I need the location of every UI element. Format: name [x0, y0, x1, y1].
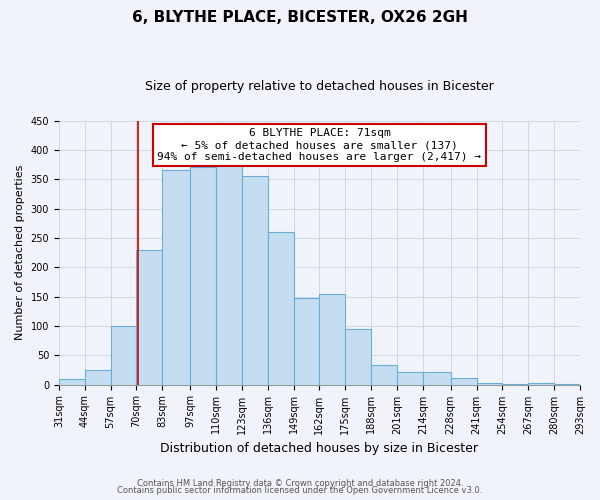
Bar [163, 170, 190, 384]
Bar [476, 383, 502, 384]
Bar [319, 294, 346, 384]
Text: Contains public sector information licensed under the Open Government Licence v3: Contains public sector information licen… [118, 486, 482, 495]
Bar [136, 250, 163, 384]
Y-axis label: Number of detached properties: Number of detached properties [15, 165, 25, 340]
Bar [397, 372, 423, 384]
Bar [216, 164, 242, 384]
Bar [423, 372, 451, 384]
Bar [371, 364, 397, 384]
Bar [346, 329, 371, 384]
Bar [268, 232, 293, 384]
Title: Size of property relative to detached houses in Bicester: Size of property relative to detached ho… [145, 80, 494, 93]
Bar [85, 370, 110, 384]
Bar [110, 326, 136, 384]
Text: 6, BLYTHE PLACE, BICESTER, OX26 2GH: 6, BLYTHE PLACE, BICESTER, OX26 2GH [132, 10, 468, 25]
X-axis label: Distribution of detached houses by size in Bicester: Distribution of detached houses by size … [160, 442, 478, 455]
Bar [242, 176, 268, 384]
Bar [59, 378, 85, 384]
Bar [451, 378, 476, 384]
Text: 6 BLYTHE PLACE: 71sqm
← 5% of detached houses are smaller (137)
94% of semi-deta: 6 BLYTHE PLACE: 71sqm ← 5% of detached h… [157, 128, 481, 162]
Text: Contains HM Land Registry data © Crown copyright and database right 2024.: Contains HM Land Registry data © Crown c… [137, 478, 463, 488]
Bar [190, 168, 216, 384]
Bar [293, 298, 319, 384]
